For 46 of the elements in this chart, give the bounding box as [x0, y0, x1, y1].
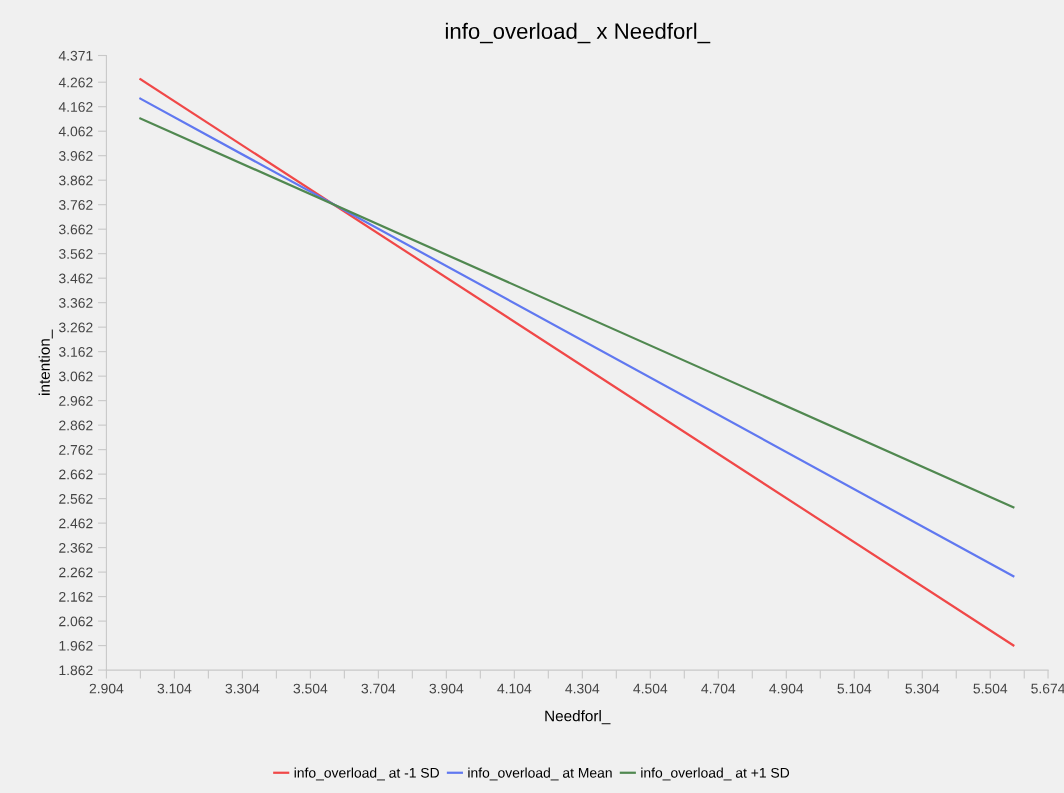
y-tick-label: 2.562 [59, 493, 93, 504]
y-tick-label: 4.371 [58, 50, 93, 61]
y-tick-label: 2.062 [59, 616, 93, 627]
x-tick-label: 3.504 [293, 683, 328, 694]
y-tick-label: 3.862 [58, 175, 93, 186]
y-tick-label: 3.062 [58, 371, 93, 382]
y-tick-label: 1.962 [59, 640, 93, 651]
y-tick-label: 2.462 [59, 518, 93, 529]
x-tick-label: 4.304 [565, 683, 600, 694]
chart-title: info_overload_ x Needforl_ [445, 22, 711, 44]
y-tick-label: 2.262 [59, 567, 93, 578]
y-tick-label: 2.762 [59, 444, 93, 455]
y-tick-label: 2.362 [59, 542, 93, 553]
y-tick-label: 3.162 [58, 346, 93, 357]
y-tick-label: 4.062 [58, 126, 93, 137]
y-tick-label: 2.662 [59, 469, 93, 480]
x-tick-label: 4.104 [497, 683, 532, 694]
x-tick-label: 4.904 [769, 683, 804, 694]
legend-label: info_overload_ at Mean [468, 767, 612, 781]
y-tick-label: 3.562 [58, 249, 93, 259]
y-tick-label: 2.962 [59, 395, 93, 406]
x-tick-label: 3.304 [225, 683, 260, 694]
y-tick-label: 2.862 [59, 420, 93, 431]
y-tick-label: 4.162 [58, 102, 93, 112]
y-tick-label: 1.862 [59, 665, 93, 676]
x-axis-title: Needforl_ [545, 710, 611, 725]
x-tick-label: 5.304 [905, 683, 940, 694]
legend-label: info_overload_ at -1 SD [294, 767, 439, 781]
x-tick-label: 4.504 [633, 683, 668, 694]
y-axis-title: intention_ [38, 329, 53, 395]
x-tick-label: 3.704 [361, 683, 396, 694]
y-tick-label: 3.662 [58, 224, 93, 235]
x-tick-label: 5.104 [837, 683, 872, 694]
x-tick-label: 5.504 [973, 683, 1008, 694]
legend-label: info_overload_ at +1 SD [641, 767, 790, 781]
x-tick-label: 3.904 [429, 683, 464, 694]
y-tick-label: 4.262 [58, 77, 93, 88]
y-tick-label: 3.762 [58, 200, 93, 210]
y-tick-label: 3.262 [58, 322, 93, 333]
y-tick-label: 3.962 [58, 151, 93, 161]
x-tick-label: 3.104 [157, 683, 192, 694]
y-tick-label: 3.362 [58, 298, 93, 308]
x-tick-label: 2.904 [89, 683, 124, 694]
y-tick-label: 2.162 [59, 591, 93, 602]
x-tick-label: 4.704 [701, 683, 736, 694]
y-tick-label: 3.462 [58, 273, 93, 284]
